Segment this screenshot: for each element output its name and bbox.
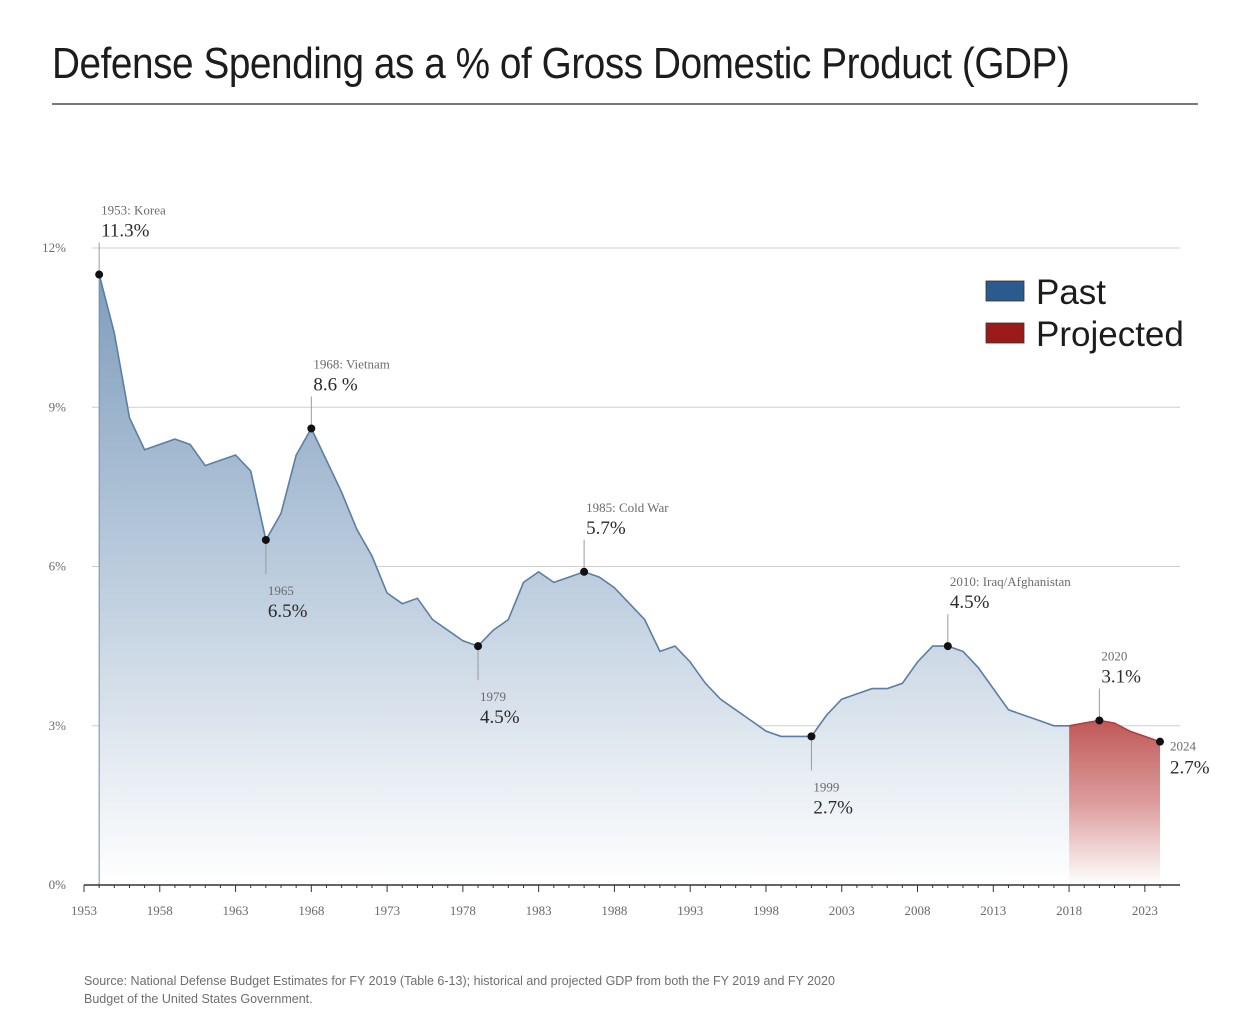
annotation-value: 4.5% xyxy=(480,707,520,728)
y-tick-label: 9% xyxy=(49,399,67,414)
annotation-marker xyxy=(807,732,816,741)
chart-title: Defense Spending as a % of Gross Domesti… xyxy=(52,39,1070,88)
annotation-marker xyxy=(943,642,952,651)
annotation-marker xyxy=(580,567,589,576)
annotation-value: 2.7% xyxy=(813,797,853,818)
legend-swatch-projected xyxy=(985,322,1025,344)
x-tick-label: 2018 xyxy=(1056,903,1082,918)
annotation-marker xyxy=(1156,737,1164,746)
x-tick-label: 1998 xyxy=(753,903,779,918)
annotation-label: 1985: Cold War xyxy=(586,500,669,515)
annotations: 1953: Korea 11.3% 1965 6.5% 1968: Vietnam 8.6… xyxy=(95,203,1210,818)
series-area-past xyxy=(99,274,1070,885)
annotation-value: 6.5% xyxy=(268,601,308,622)
x-tick-label: 1953 xyxy=(71,903,97,918)
legend-label-past: Past xyxy=(1036,273,1106,312)
x-tick-label: 1988 xyxy=(601,903,627,918)
annotation-label: 2010: Iraq/Afghanistan xyxy=(950,574,1071,589)
annotation-marker xyxy=(1095,716,1104,725)
annotation-marker xyxy=(307,424,316,433)
series-area-projected xyxy=(1069,720,1160,885)
axes: 0% 3% 6% 9% 12% 1953 1958 1963 1968 1973 1978 1983 1… xyxy=(42,240,1180,918)
legend-swatch-past xyxy=(985,280,1025,302)
annotation-value: 11.3% xyxy=(101,221,150,242)
annotation-value: 4.5% xyxy=(950,592,990,613)
y-tick-label: 0% xyxy=(49,877,67,892)
title-divider xyxy=(52,103,1198,105)
x-tick-label: 1968 xyxy=(298,903,324,918)
x-tick-label: 1963 xyxy=(223,903,249,918)
annotation-label: 2024 xyxy=(1170,739,1197,754)
y-tick-label: 12% xyxy=(42,240,66,255)
legend-label-projected: Projected xyxy=(1036,315,1184,354)
annotation-value: 3.1% xyxy=(1101,666,1141,687)
x-tick-label: 2023 xyxy=(1132,903,1158,918)
annotation-value: 8.6 % xyxy=(313,374,358,395)
x-tick-label: 2008 xyxy=(905,903,931,918)
y-tick-label: 6% xyxy=(49,559,67,574)
annotation-label: 1968: Vietnam xyxy=(313,356,390,371)
annotation-label: 1999 xyxy=(813,779,839,794)
annotation-value: 2.7% xyxy=(1170,758,1210,779)
y-tick-label: 3% xyxy=(49,718,67,733)
x-tick-label: 2003 xyxy=(829,903,855,918)
annotation-label: 1953: Korea xyxy=(101,203,166,218)
annotation-value: 5.7% xyxy=(586,518,626,539)
source-note: Source: National Defense Budget Estimate… xyxy=(84,974,835,1006)
x-tick-label: 2013 xyxy=(980,903,1006,918)
annotation-label: 2020 xyxy=(1101,648,1127,663)
annotation-label: 1965 xyxy=(268,583,294,598)
annotation-marker xyxy=(474,642,483,651)
x-tick-label: 1993 xyxy=(677,903,703,918)
x-tick-label: 1958 xyxy=(147,903,173,918)
annotation-marker xyxy=(261,535,270,544)
x-tick-label: 1978 xyxy=(450,903,476,918)
x-tick-label: 1983 xyxy=(526,903,552,918)
x-tick-label: 1973 xyxy=(374,903,400,918)
annotation-label: 1979 xyxy=(480,689,506,704)
series-line-projected xyxy=(1068,719,1161,743)
series-areas xyxy=(98,274,1161,885)
annotation-marker xyxy=(95,270,104,279)
